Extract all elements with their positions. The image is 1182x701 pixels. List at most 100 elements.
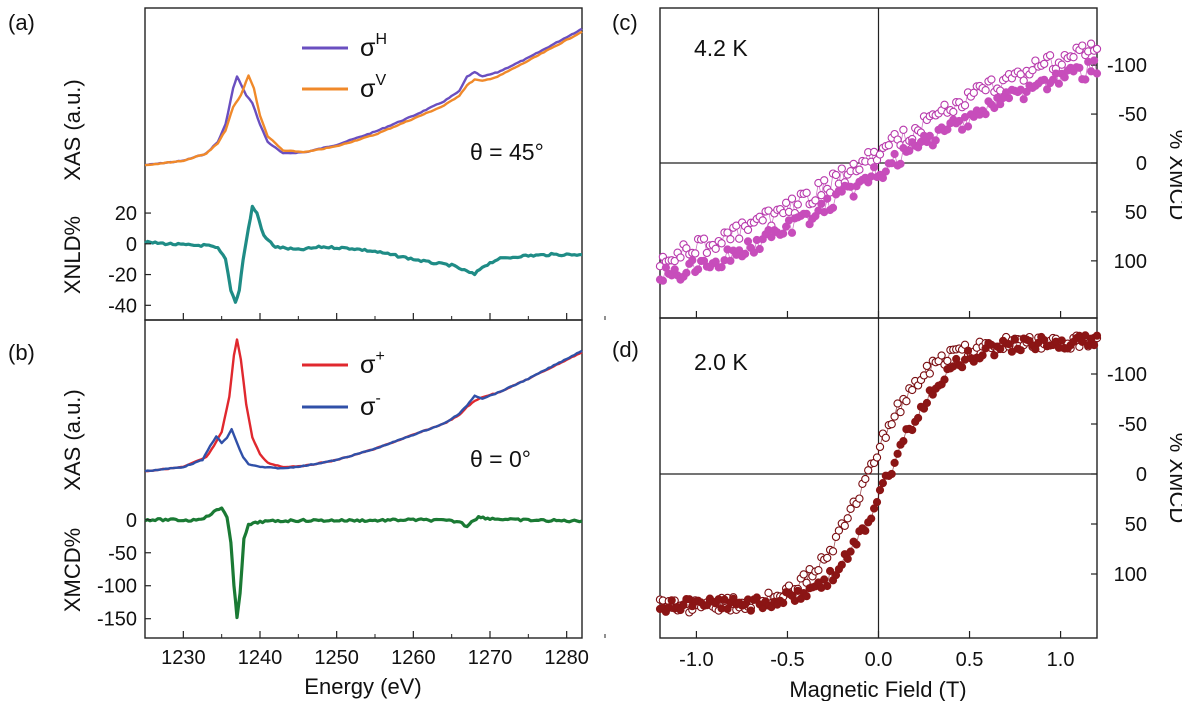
- panel-a-xnld-ylabel: XNLD%: [60, 216, 85, 294]
- panel-c-ylabel: % XMCD: [1165, 130, 1182, 220]
- panel-c-open-point: [1045, 51, 1055, 60]
- panel-c-open-point: [1028, 66, 1037, 75]
- panel-d-open-point: [840, 521, 849, 530]
- panel-a-xas-line-1: [144, 30, 583, 167]
- panel-d-ytick-label: 0: [1136, 464, 1147, 486]
- panel-d-open-point: [843, 514, 852, 523]
- panel-d-filled-point: [990, 351, 999, 360]
- panel-c-open-point: [949, 107, 958, 117]
- legend-sigma-plus-label: σ+: [360, 348, 385, 379]
- panel-d-open-point: [846, 504, 855, 513]
- panel-c-filled-point: [870, 163, 879, 172]
- legend-sigma-v-label: σV: [360, 72, 386, 103]
- panel-d-ytick-label: 100: [1114, 564, 1147, 586]
- panel-c-filled-point: [955, 116, 964, 126]
- panel-c-open-point: [670, 256, 679, 266]
- panel-c-filled-point: [931, 136, 940, 145]
- panel-d-ytick-label: -100: [1107, 364, 1147, 386]
- panel-d-filled-point: [996, 344, 1005, 354]
- panel-c-open-point: [817, 191, 826, 200]
- energy-xtick-label: 1250: [314, 647, 359, 669]
- panel-d-open-point: [764, 588, 773, 597]
- panel-c-open-point: [1092, 44, 1102, 54]
- panel-c-filled-point: [1060, 73, 1069, 82]
- panel-d-filled-point: [852, 540, 861, 549]
- energy-xtick-label: 1270: [468, 647, 513, 669]
- panel-c-open-point: [691, 249, 700, 258]
- panel-c-filled-point: [694, 265, 703, 274]
- panel-d-filled-point: [667, 596, 676, 605]
- panel-c-open-point: [723, 228, 732, 237]
- panel-c-open-point: [940, 100, 949, 109]
- panel-c-filled-point: [755, 244, 764, 254]
- panel-d-filled-point: [1004, 340, 1014, 349]
- field-xtick-label: -0.5: [770, 649, 804, 671]
- panel-c-open-point: [884, 141, 893, 150]
- panel-b-xmcd-ylabel: XMCD%: [60, 528, 85, 612]
- panel-d-open-point: [881, 433, 890, 442]
- panel-c-open-point: [981, 86, 990, 95]
- panel-c-ytick-label: 0: [1136, 153, 1147, 175]
- panel-d-filled-point: [820, 575, 829, 584]
- panel-a-ytick-label: -40: [108, 295, 137, 317]
- panel-a-ytick-label: -20: [108, 265, 137, 287]
- panel-c-open-point: [802, 188, 811, 197]
- panel-d-filled-point: [702, 601, 712, 610]
- panel-c-open-point: [781, 198, 791, 207]
- panel-c-open-point: [899, 125, 908, 134]
- panel-d-filled-point: [914, 413, 923, 423]
- panel-c-filled-point: [881, 167, 890, 176]
- panel-c-filled-point: [749, 248, 759, 257]
- panel-c-open-point: [717, 239, 726, 248]
- panel-b-ytick-label: -100: [97, 576, 137, 598]
- panel-c-filled-point: [817, 199, 826, 208]
- panel-d-open-point: [922, 361, 932, 371]
- panel-c-filled-point: [1054, 79, 1064, 88]
- panel-d-open-point: [823, 553, 832, 563]
- field-xtick-label: 0.5: [956, 649, 984, 671]
- panel-b-diff-line-0: [144, 506, 583, 620]
- panel-c-open-point: [1019, 76, 1028, 85]
- panel-c-open-point: [787, 194, 797, 203]
- panel-d-open-point: [784, 581, 794, 590]
- legend-sigma-minus-label: σ-: [360, 390, 381, 421]
- panel-d-filled-point: [922, 398, 932, 408]
- panel-a-xas-ylabel: XAS (a.u.): [60, 79, 85, 180]
- panel-c-filled-point: [741, 249, 750, 258]
- panel-c-open-point: [1086, 39, 1096, 48]
- panel-c-ytick-label: -100: [1107, 55, 1147, 77]
- panel-d-open-point: [943, 356, 952, 366]
- panel-d-open-point: [937, 351, 946, 360]
- panel-d-filled-point: [843, 554, 852, 564]
- panel-d-filled-point: [893, 449, 902, 458]
- panel-c-open-point: [875, 150, 885, 159]
- panel-c-open-point: [702, 248, 712, 258]
- panel-c-filled-point: [925, 131, 934, 140]
- panel-d-filled-point: [1092, 331, 1102, 340]
- panel-c-open-point: [711, 244, 720, 253]
- panel-d-open-point: [864, 466, 873, 475]
- panel-d-open-point: [890, 412, 899, 421]
- panel-c-open-point: [820, 176, 829, 185]
- panel-c-open-point: [735, 234, 744, 243]
- panel-a-diff-line-0: [144, 204, 583, 304]
- panel-c-filled-point: [890, 149, 899, 159]
- panel-c-filled-point: [849, 192, 858, 201]
- panel-d-filled-point: [963, 346, 973, 355]
- panel-d-open-point: [925, 369, 934, 378]
- panel-d-open-point: [861, 474, 870, 484]
- panel-c-open-point: [837, 164, 846, 173]
- panel-d-open-point: [872, 453, 882, 462]
- field-xtick-label: 0.0: [865, 649, 893, 671]
- panel-c-open-point: [758, 216, 767, 225]
- energy-xlabel: Energy (eV): [304, 674, 421, 699]
- field-xtick-label: -1.0: [679, 649, 713, 671]
- panel-b-ytick-label: 0: [126, 510, 137, 532]
- panel-d-filled-point: [826, 566, 835, 576]
- panel-c-open-point: [831, 170, 841, 180]
- panel-c-filled-point: [688, 256, 697, 265]
- panel-c-filled-point: [658, 276, 668, 285]
- panel-c-open-point: [1057, 60, 1066, 69]
- panel-c-filled-point: [823, 194, 832, 203]
